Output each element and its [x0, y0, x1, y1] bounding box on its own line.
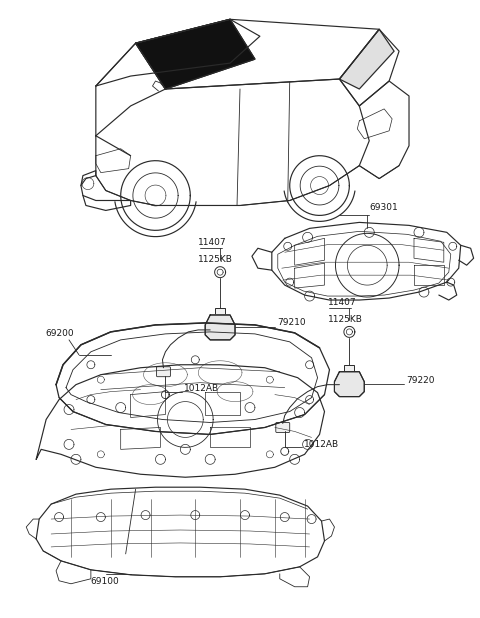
- Text: 69301: 69301: [369, 203, 398, 213]
- FancyBboxPatch shape: [276, 423, 290, 433]
- Text: 1125KB: 1125KB: [327, 315, 362, 324]
- Polygon shape: [339, 29, 394, 89]
- Text: 1012AB: 1012AB: [184, 384, 219, 393]
- FancyBboxPatch shape: [215, 308, 225, 315]
- Text: 11407: 11407: [198, 239, 227, 247]
- FancyBboxPatch shape: [156, 366, 170, 377]
- Polygon shape: [335, 371, 364, 397]
- Text: 69100: 69100: [91, 577, 120, 586]
- Polygon shape: [205, 315, 235, 340]
- Text: 69200: 69200: [45, 329, 74, 338]
- Text: 1125KB: 1125KB: [198, 255, 233, 265]
- Polygon shape: [136, 19, 255, 89]
- FancyBboxPatch shape: [344, 365, 354, 371]
- Text: 79210: 79210: [277, 318, 305, 328]
- Text: 79220: 79220: [406, 376, 434, 385]
- Text: 11407: 11407: [327, 298, 356, 307]
- Text: 1012AB: 1012AB: [304, 440, 339, 449]
